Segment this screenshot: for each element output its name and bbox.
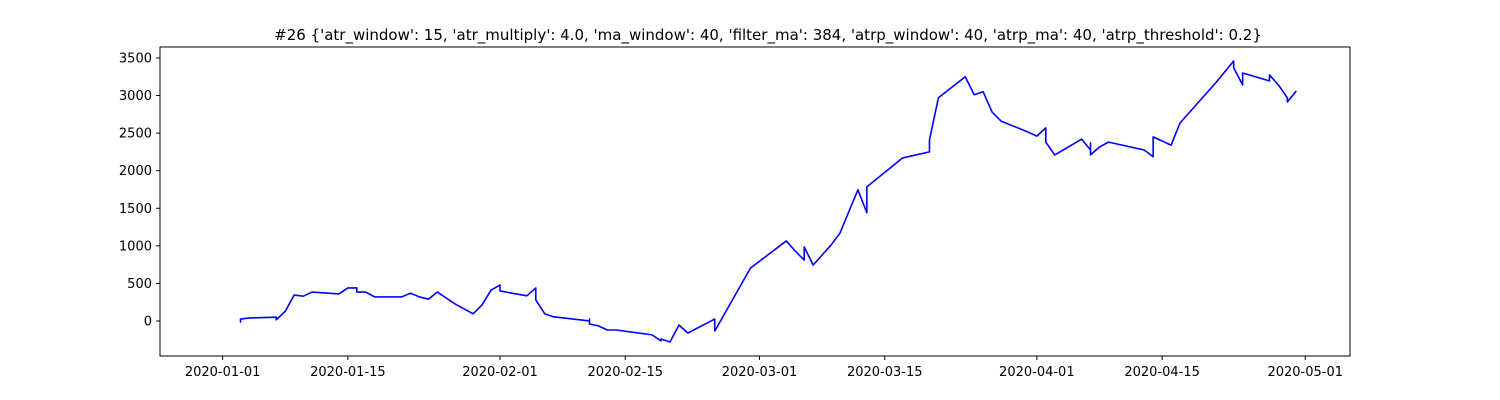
x-tick-label: 2020-01-01 — [185, 365, 261, 380]
y-tick-label: 2500 — [119, 127, 152, 142]
y-tick-label: 1500 — [119, 202, 152, 217]
x-tick-label: 2020-03-15 — [847, 365, 923, 380]
y-tick-label: 2000 — [119, 164, 152, 179]
x-tick-label: 2020-04-15 — [1124, 365, 1200, 380]
y-tick-label: 500 — [127, 277, 152, 292]
x-tick-label: 2020-04-01 — [999, 365, 1075, 380]
y-tick-label: 3500 — [119, 51, 152, 66]
x-tick-label: 2020-03-01 — [722, 365, 798, 380]
plot-frame — [159, 46, 1351, 357]
y-tick-label: 0 — [144, 314, 152, 329]
x-tick-label: 2020-02-15 — [587, 365, 663, 380]
y-tick-label: 1000 — [119, 239, 152, 254]
line-series — [239, 60, 1297, 343]
x-tick-label: 2020-02-01 — [462, 365, 538, 380]
y-tick-label: 3000 — [119, 89, 152, 104]
chart-title: #26 {'atr_window': 15, 'atr_multiply': 4… — [274, 26, 1262, 45]
x-tick-label: 2020-05-01 — [1267, 365, 1343, 380]
x-tick-label: 2020-01-15 — [310, 365, 386, 380]
